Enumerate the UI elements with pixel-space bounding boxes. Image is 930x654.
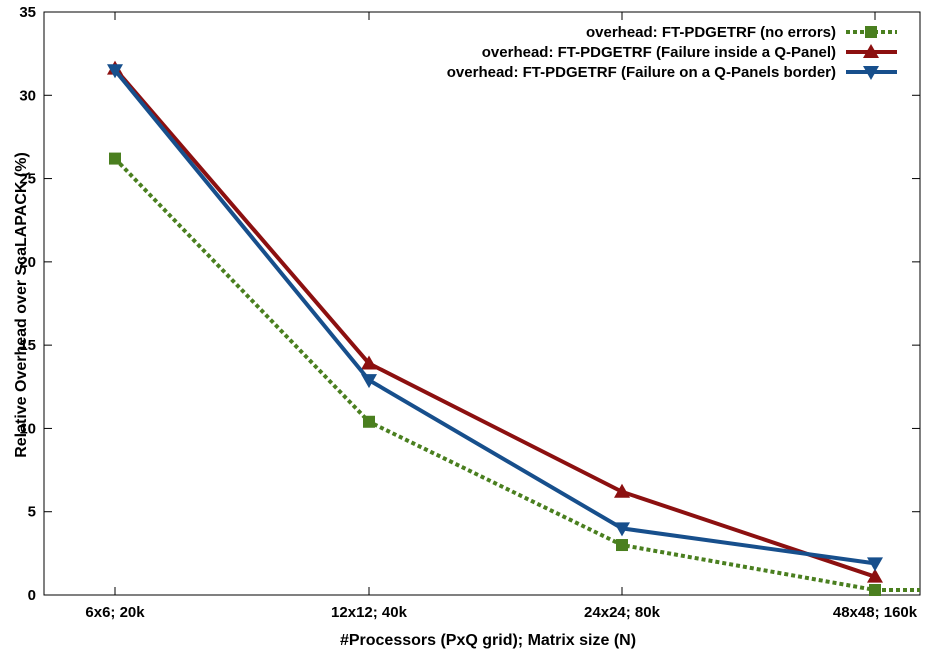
data-point <box>361 374 377 389</box>
x-tick-label: 12x12; 40k <box>331 604 408 621</box>
y-tick-label: 20 <box>19 254 36 271</box>
y-tick-label: 0 <box>28 587 36 604</box>
data-point <box>616 539 628 552</box>
data-point <box>109 152 121 165</box>
legend-label: overhead: FT-PDGETRF (Failure inside a Q… <box>482 44 836 61</box>
legend-swatch-marker <box>863 44 879 58</box>
legend-label: overhead: FT-PDGETRF (Failure on a Q-Pan… <box>447 64 836 81</box>
x-tick-label: 6x6; 20k <box>85 604 145 621</box>
axes-layer: 0 5 10 15 20 25 30 35 6x6; 20k 12x12; 40k 24x24; 8… <box>19 4 921 621</box>
data-point <box>363 415 375 428</box>
series-2 <box>107 60 883 583</box>
data-point <box>869 584 881 597</box>
data-point <box>867 568 883 583</box>
y-tick-label: 15 <box>19 337 36 354</box>
data-point <box>107 64 123 79</box>
x-tick-label: 48x48; 160k <box>833 604 918 621</box>
y-tick-label: 30 <box>19 87 36 104</box>
plot-frame <box>43 11 921 596</box>
data-point <box>614 522 630 537</box>
y-tick-label: 10 <box>19 420 36 437</box>
series-line <box>113 157 876 592</box>
x-axis-title: #Processors (PxQ grid); Matrix size (N) <box>340 632 636 649</box>
series-3 <box>107 64 883 572</box>
series-line <box>113 69 876 566</box>
data-point <box>361 355 377 370</box>
legend-label: overhead: FT-PDGETRF (no errors) <box>586 24 836 41</box>
data-point <box>867 557 883 572</box>
legend-swatch-marker <box>863 66 879 80</box>
x-tick-label: 24x24; 80k <box>584 604 661 621</box>
legend-swatch-marker <box>865 26 877 38</box>
legend: overhead: FT-PDGETRF (no errors) overhead… <box>447 24 897 81</box>
series-layer <box>107 60 920 597</box>
y-tick-label: 35 <box>19 4 36 21</box>
y-axis-title: Relative Overhead over ScaLAPACK (%) <box>13 152 30 458</box>
series-1 <box>109 152 920 597</box>
y-tick-label: 5 <box>28 504 36 521</box>
data-point <box>614 483 630 498</box>
series-line <box>113 67 876 579</box>
y-tick-label: 25 <box>19 171 36 188</box>
